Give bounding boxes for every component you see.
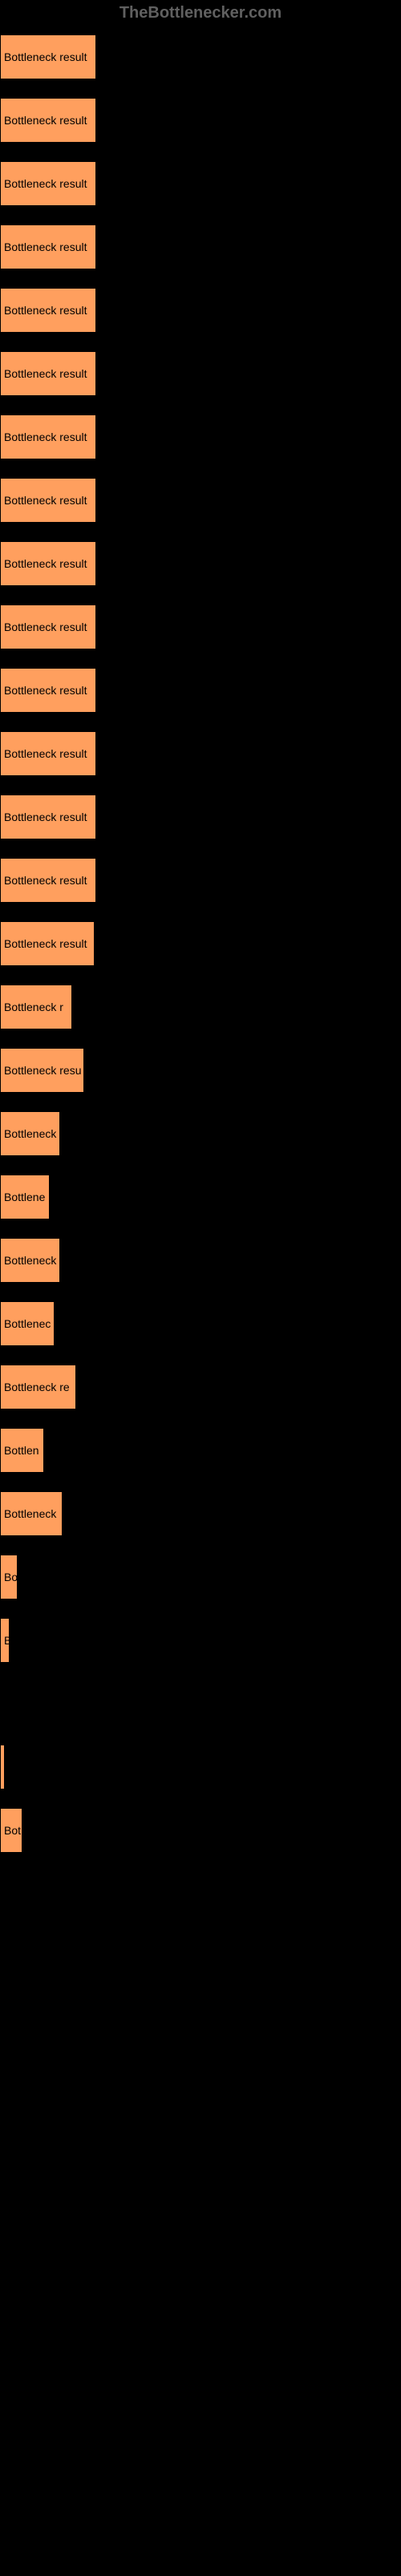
bar: Bottleneck result [0,921,95,966]
bar-label: Bottleneck result [4,241,87,253]
bar: B [0,1618,10,1663]
bar-label: Bottleneck result [4,874,87,887]
bar-row [0,1871,401,1916]
bar: Bottleneck result [0,478,96,523]
bar-row: Bottleneck result [0,605,401,649]
bar-chart: Bottleneck result Bottleneck result Bottle… [0,26,401,2576]
bar-row: Bottleneck resu [0,1048,401,1093]
bar-label: Bottleneck re [4,1381,70,1393]
bar-label: Bottleneck result [4,304,87,317]
bar-row: Bot [0,1808,401,1853]
bar-row: Bottleneck result [0,478,401,523]
bar-row [0,2505,401,2550]
bar: Bottlenec [0,1301,55,1346]
bar-row: Bottleneck result [0,34,401,79]
bar-row [0,2061,401,2106]
bar-row: Bottleneck result [0,224,401,269]
bar-row: Bottleneck [0,1111,401,1156]
bar: Bottleneck result [0,731,96,776]
bar-label: Bottleneck result [4,937,87,950]
bar-label: Bottleneck result [4,177,87,190]
bar-row: Bottleneck r [0,985,401,1029]
bar-row [0,2378,401,2423]
bar-row: Bottleneck result [0,351,401,396]
bar-label: Bottleneck result [4,367,87,380]
bar-row: Bottleneck result [0,415,401,459]
bar: Bottleneck [0,1491,63,1536]
bar-row: Bottleneck result [0,921,401,966]
bar: Bottleneck result [0,541,96,586]
bar: Bot [0,1808,22,1853]
bar-label: Bottlenec [4,1317,51,1330]
bar-row [0,1745,401,1789]
bar-row: Bottleneck result [0,795,401,839]
bar-label: Bottleneck result [4,747,87,760]
bar-row [0,1681,401,1726]
bar-row: Bottleneck result [0,161,401,206]
bar-row: Bottleneck result [0,731,401,776]
bar: Bo [0,1555,18,1599]
bar-row: Bottlen [0,1428,401,1473]
bar: Bottleneck r [0,985,72,1029]
bar: Bottleneck result [0,98,96,143]
bar-row: Bottleneck result [0,668,401,713]
bar-label: Bottleneck result [4,114,87,127]
bar-label: Bo [4,1571,18,1583]
bar-row: Bottleneck result [0,288,401,333]
bar-row: Bottleneck result [0,541,401,586]
bar-row: Bottlene [0,1175,401,1219]
bar-label: Bottleneck r [4,1001,63,1013]
bar-row [0,1998,401,2043]
bar-row [0,2251,401,2296]
bar-label: Bottlen [4,1444,39,1457]
bar-label: Bot [4,1824,21,1837]
bar: Bottleneck result [0,858,96,903]
bar-row: Bottleneck [0,1491,401,1536]
bar: Bottleneck result [0,415,96,459]
bar: Bottleneck result [0,351,96,396]
bar: Bottleneck [0,1238,60,1283]
bar-label: Bottleneck resu [4,1064,82,1077]
bar-row [0,2315,401,2360]
bar-row: Bottleneck re [0,1365,401,1409]
bar-label: Bottleneck result [4,811,87,823]
bar: Bottleneck result [0,668,96,713]
bar-row: Bo [0,1555,401,1599]
site-name: TheBottlenecker.com [119,4,282,22]
bar-label: Bottleneck result [4,684,87,697]
bar-label: Bottleneck result [4,51,87,63]
bar: Bottleneck resu [0,1048,84,1093]
bar-row: B [0,1618,401,1663]
page-header: TheBottlenecker.com [0,0,401,26]
bar-row: Bottleneck result [0,98,401,143]
bar-row [0,2188,401,2233]
bar-label: Bottleneck result [4,557,87,570]
bar: Bottlene [0,1175,50,1219]
bar: Bottleneck [0,1111,60,1156]
bar: Bottleneck re [0,1365,76,1409]
bar-row: Bottleneck result [0,858,401,903]
bar-label: Bottlene [4,1191,45,1203]
bar-row [0,2125,401,2170]
bar-label: Bottleneck result [4,431,87,443]
bar-label: B [4,1634,10,1647]
bar: Bottleneck result [0,795,96,839]
bar: Bottleneck result [0,161,96,206]
bar-row [0,1935,401,1980]
bar: Bottleneck result [0,34,96,79]
bar-label: Bottleneck result [4,494,87,507]
bar-label: Bottleneck result [4,621,87,633]
bar: Bottlen [0,1428,44,1473]
bar: Bottleneck result [0,288,96,333]
bar-row: Bottleneck [0,1238,401,1283]
bar: Bottleneck result [0,224,96,269]
bar-label: Bottleneck [4,1254,56,1267]
bar-row [0,2441,401,2486]
bar [0,1745,5,1789]
bar-label: Bottleneck [4,1127,56,1140]
bar: Bottleneck result [0,605,96,649]
bar-row: Bottlenec [0,1301,401,1346]
bar-label: Bottleneck [4,1507,56,1520]
